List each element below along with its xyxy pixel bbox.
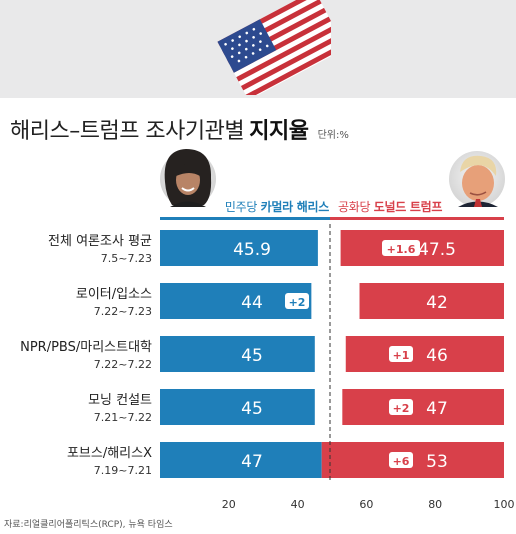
- rep-lead-badge: [382, 240, 420, 256]
- rep-lead-label: +1.6: [387, 243, 416, 256]
- dem-value-label: 45: [241, 399, 263, 419]
- bar-rows: 전체 여론조사 평균 7.5~7.23 45.9 47.5+1.6 로이터/입소스 7.2…: [20, 230, 504, 478]
- legend-underlines: [160, 217, 504, 220]
- dem-bar: [160, 230, 318, 266]
- rep-bar: [345, 336, 504, 372]
- dem-value-label: 44: [241, 293, 263, 313]
- dem-value-label: 47: [241, 452, 263, 472]
- x-axis: 20 40 60 80 100: [222, 498, 515, 511]
- x-tick-label: 100: [494, 498, 515, 511]
- category-dates: 7.21~7.22: [94, 411, 152, 424]
- category-dates: 7.19~7.21: [94, 464, 152, 477]
- category-dates: 7.5~7.23: [101, 252, 152, 265]
- bar-row: 포브스/해리스X 7.19~7.21 47 53 +6: [67, 442, 504, 478]
- dem-value-label: 45.9: [233, 240, 271, 260]
- x-tick-label: 20: [222, 498, 236, 511]
- category-label: 모닝 컨설트: [88, 393, 152, 408]
- x-tick-label: 80: [428, 498, 442, 511]
- dem-bar: [160, 336, 315, 372]
- category-label: 전체 여론조사 평균: [48, 234, 152, 249]
- dem-candidate: 카멀라 해리스: [260, 200, 330, 214]
- x-tick-label: 40: [291, 498, 305, 511]
- rep-candidate: 도널드 트럼프: [373, 200, 443, 214]
- rep-value-label: 42: [426, 293, 448, 313]
- dem-lead-label: +2: [289, 296, 306, 309]
- rep-value-label: 53: [426, 452, 448, 472]
- rep-lead-badge: [389, 399, 413, 415]
- dem-bar: [160, 442, 322, 478]
- trump-portrait-icon: [449, 151, 505, 207]
- bar-row: 로이터/입소스 7.22~7.23 44 42 +2: [76, 283, 504, 319]
- dem-bar: [160, 389, 315, 425]
- dem-lead-badge: [285, 293, 309, 309]
- harris-portrait-icon: [160, 149, 216, 207]
- dem-value-label: 45: [241, 346, 263, 366]
- us-flag-icon: [205, 0, 331, 95]
- chart-title: 해리스–트럼프 조사기관별 지지율 단위:%: [10, 113, 349, 145]
- rep-bar: [359, 283, 504, 319]
- us-flag-graphic: [217, 0, 331, 95]
- dem-underline: [160, 217, 336, 220]
- category-label: 포브스/해리스X: [67, 446, 152, 461]
- rep-value-label: 46: [426, 346, 448, 366]
- category-dates: 7.22~7.22: [94, 358, 152, 371]
- rep-value-label: 47.5: [418, 240, 456, 260]
- category-dates: 7.22~7.23: [94, 305, 152, 318]
- rep-bar: [340, 230, 504, 266]
- rep-party: 공화당: [338, 200, 371, 214]
- rep-value-label: 47: [426, 399, 448, 419]
- bar-row: NPR/PBS/마리스트대학 7.22~7.22 45 46 +1: [20, 336, 504, 372]
- x-tick-label: 60: [359, 498, 373, 511]
- rep-lead-label: +1: [393, 349, 410, 362]
- category-label: 로이터/입소스: [76, 287, 152, 302]
- title-main: 해리스–트럼프 조사기관별: [10, 119, 245, 144]
- rep-bar: [342, 389, 504, 425]
- rep-lead-label: +2: [393, 402, 410, 415]
- category-label: NPR/PBS/마리스트대학: [20, 340, 152, 355]
- rep-lead-label: +6: [393, 455, 410, 468]
- rep-underline: [330, 217, 504, 220]
- rep-legend: 공화당 도널드 트럼프: [338, 198, 442, 215]
- bar-row: 전체 여론조사 평균 7.5~7.23 45.9 47.5+1.6: [48, 230, 504, 266]
- dem-legend: 민주당 카멀라 해리스: [225, 198, 329, 215]
- unit-label: 단위:%: [317, 130, 349, 141]
- source-note: 자료:리얼클리어폴리틱스(RCP), 뉴욕 타임스: [4, 520, 173, 530]
- bar-row: 모닝 컨설트 7.21~7.22 45 47 +2: [88, 389, 504, 425]
- rep-lead-badge: [389, 346, 413, 362]
- rep-lead-badge: [389, 452, 413, 468]
- title-bold: 지지율: [249, 119, 309, 144]
- dem-party: 민주당: [224, 200, 258, 214]
